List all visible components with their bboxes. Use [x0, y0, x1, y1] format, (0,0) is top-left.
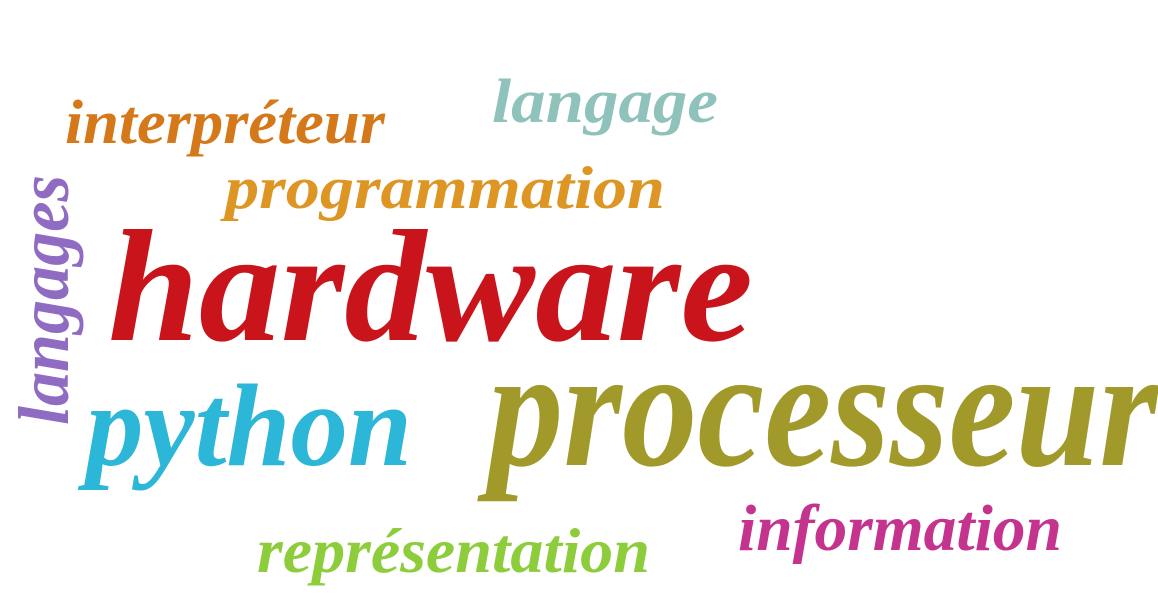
word: interpréteur	[65, 89, 386, 157]
word: processeur	[476, 314, 1158, 502]
word: représentation	[257, 515, 650, 586]
word: programmation	[219, 155, 665, 221]
word: langages	[4, 175, 84, 425]
word: python	[77, 360, 412, 491]
word: hardware	[108, 197, 753, 375]
word: langage	[492, 68, 718, 136]
word: information	[738, 492, 1062, 565]
